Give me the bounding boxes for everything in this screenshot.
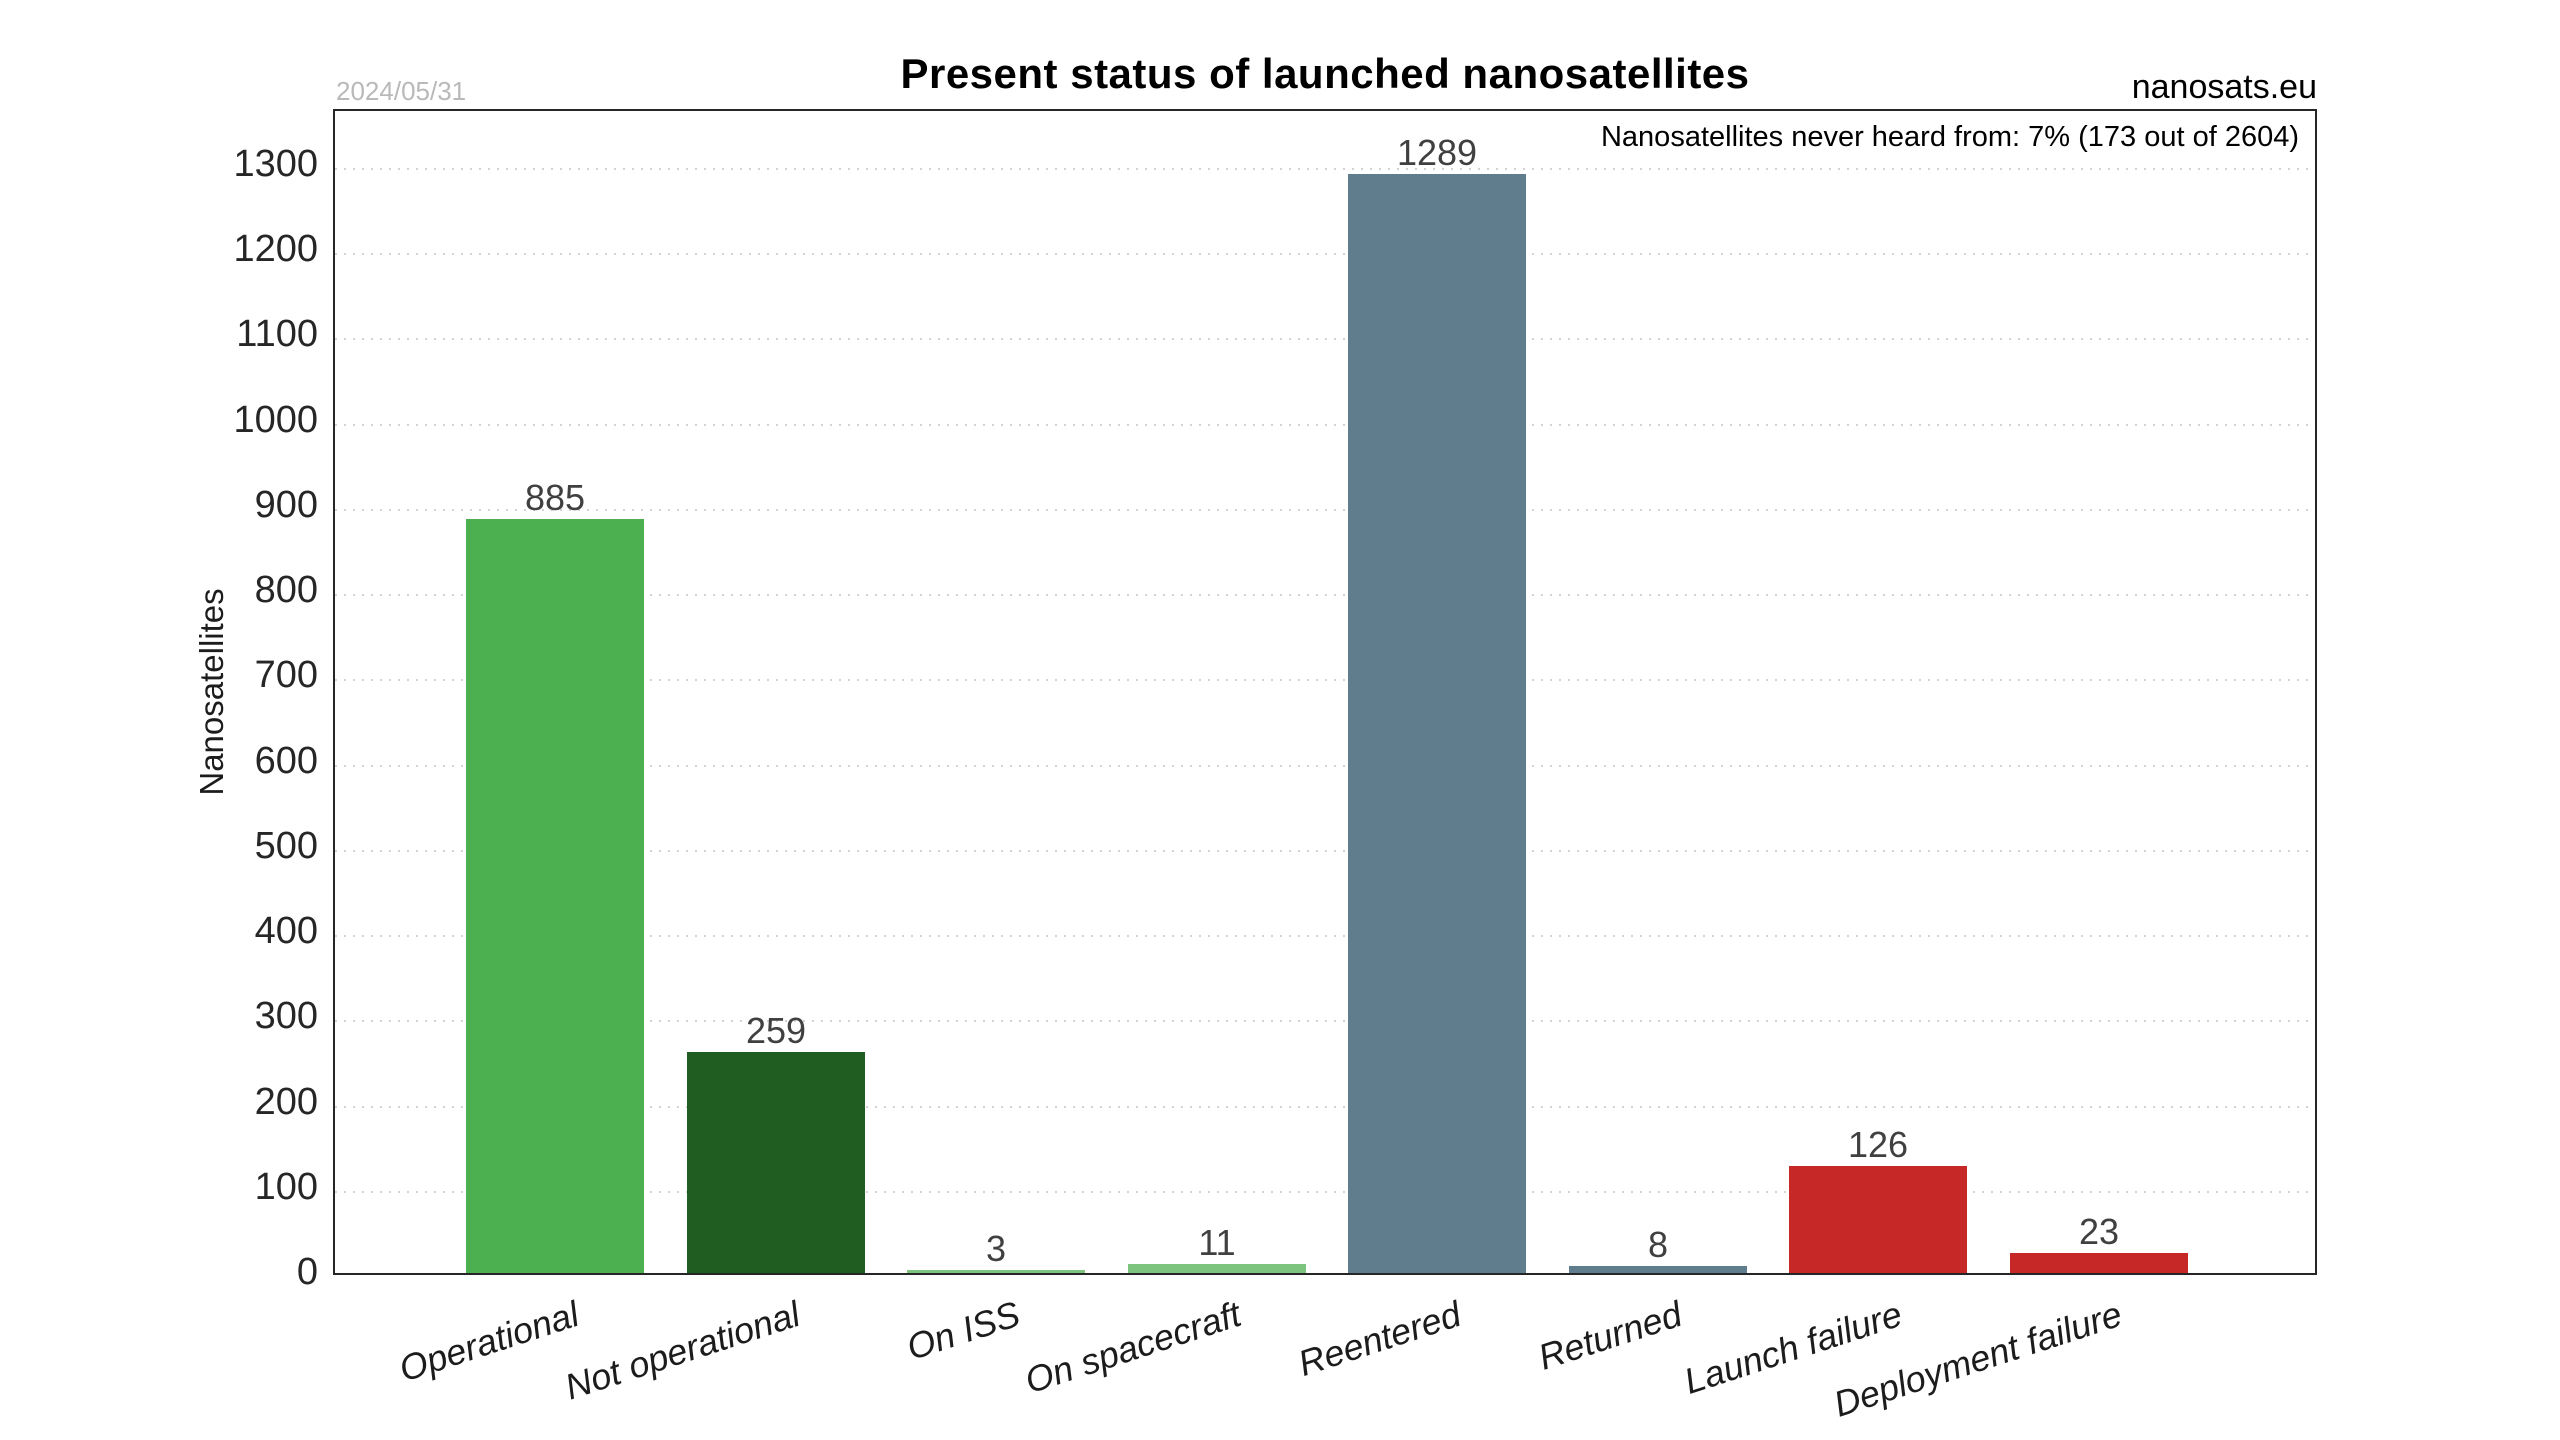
- gridline-1200: [335, 253, 2315, 256]
- y-tick-label-100: 100: [254, 1165, 318, 1208]
- bar-value-not-operational: 259: [745, 1010, 807, 1051]
- x-tick-label-on-iss: On ISS: [901, 1293, 1026, 1368]
- bar-value-on-iss: 3: [985, 1228, 1007, 1269]
- y-tick-label-1300: 1300: [233, 142, 318, 185]
- y-tick-label-600: 600: [254, 739, 318, 782]
- bar-on-spacecraft: [1128, 1264, 1306, 1273]
- gridline-1300: [335, 167, 2315, 170]
- bar-operational: [466, 519, 644, 1273]
- gridline-1000: [335, 423, 2315, 426]
- y-tick-label-300: 300: [254, 995, 318, 1038]
- bar-reentered: [1348, 174, 1526, 1273]
- y-tick-label-700: 700: [254, 654, 318, 697]
- gridline-400: [335, 935, 2315, 938]
- bar-returned: [1569, 1266, 1747, 1273]
- y-tick-label-200: 200: [254, 1080, 318, 1123]
- bar-value-reentered: 1289: [1396, 132, 1478, 173]
- y-tick-label-900: 900: [254, 483, 318, 526]
- gridline-100: [335, 1190, 2315, 1193]
- gridline-200: [335, 1105, 2315, 1108]
- bar-on-iss: [907, 1270, 1085, 1273]
- x-tick-label-not-operational: Not operational: [559, 1293, 805, 1408]
- x-tick-label-returned: Returned: [1532, 1293, 1687, 1378]
- x-tick-label-reentered: Reentered: [1293, 1293, 1466, 1384]
- gridline-300: [335, 1020, 2315, 1023]
- plot-area: 885 259 3 11 1289 8 126 23 Nanosatellites never…: [333, 109, 2317, 1275]
- bar-launch-failure: [1789, 1166, 1967, 1273]
- y-tick-label-400: 400: [254, 910, 318, 953]
- y-tick-label-1200: 1200: [233, 228, 318, 271]
- bar-not-operational: [687, 1052, 865, 1273]
- y-tick-label-1000: 1000: [233, 398, 318, 441]
- x-tick-label-on-spacecraft: On spacecraft: [1019, 1293, 1246, 1402]
- y-tick-label-0: 0: [296, 1251, 318, 1293]
- bar-value-launch-failure: 126: [1847, 1124, 1909, 1165]
- chart-title: Present status of launched nanosatellite…: [900, 50, 1750, 97]
- y-tick-label-1100: 1100: [236, 313, 318, 356]
- never-heard-annotation: Nanosatellites never heard from: 7% (173…: [1600, 121, 2299, 153]
- bar-value-on-spacecraft: 11: [1198, 1222, 1236, 1263]
- y-tick-label-500: 500: [254, 824, 318, 867]
- x-tick-label-operational: Operational: [394, 1293, 585, 1390]
- source-watermark: nanosats.eu: [2131, 68, 2317, 106]
- bar-deployment-failure: [2010, 1253, 2188, 1273]
- bar-value-deployment-failure: 23: [2078, 1211, 2120, 1252]
- bar-value-operational: 885: [524, 477, 586, 518]
- y-tick-label-800: 800: [254, 569, 318, 612]
- chart-date: 2024/05/31: [336, 76, 467, 106]
- gridline-700: [335, 679, 2315, 682]
- gridline-500: [335, 849, 2315, 852]
- gridline-800: [335, 594, 2315, 597]
- bar-value-returned: 8: [1647, 1224, 1669, 1265]
- gridline-1100: [335, 338, 2315, 341]
- gridline-600: [335, 764, 2315, 767]
- gridline-900: [335, 508, 2315, 511]
